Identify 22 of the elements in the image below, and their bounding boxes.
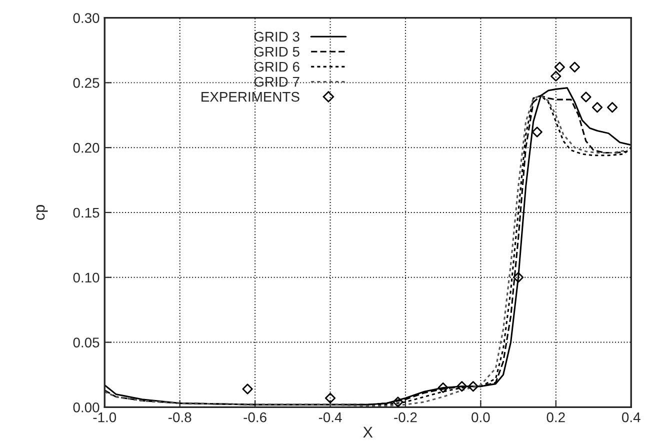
- x-tick-label: -0.6: [244, 412, 266, 422]
- x-tick-label: -0.8: [168, 412, 192, 422]
- y-tick-label: 0.25: [73, 78, 100, 88]
- x-tick-label: -0.2: [394, 412, 417, 422]
- x-tick-label: 0.0: [472, 412, 490, 422]
- y-tick-label: 0.15: [73, 208, 100, 218]
- legend-label: GRID 6: [254, 62, 300, 72]
- y-tick-label: 0.20: [73, 142, 100, 153]
- legend-label: GRID 5: [254, 46, 300, 57]
- x-tick-label: -1.0: [93, 412, 116, 422]
- y-tick-label: 0.05: [73, 338, 100, 348]
- y-axis-title: cp: [36, 205, 48, 220]
- y-tick-label: 0.10: [73, 272, 100, 283]
- y-tick-label: 0.30: [73, 13, 100, 23]
- x-tick-label: 0.2: [546, 412, 565, 422]
- legend-label: GRID 7: [254, 76, 300, 87]
- x-tick-label: 0.4: [622, 412, 640, 422]
- x-axis-title: X: [363, 426, 373, 438]
- legend-label: GRID 3: [254, 32, 300, 42]
- x-tick-label: -0.4: [318, 412, 342, 422]
- legend-label: EXPERIMENTS: [202, 92, 300, 102]
- y-tick-label: 0.00: [73, 402, 100, 412]
